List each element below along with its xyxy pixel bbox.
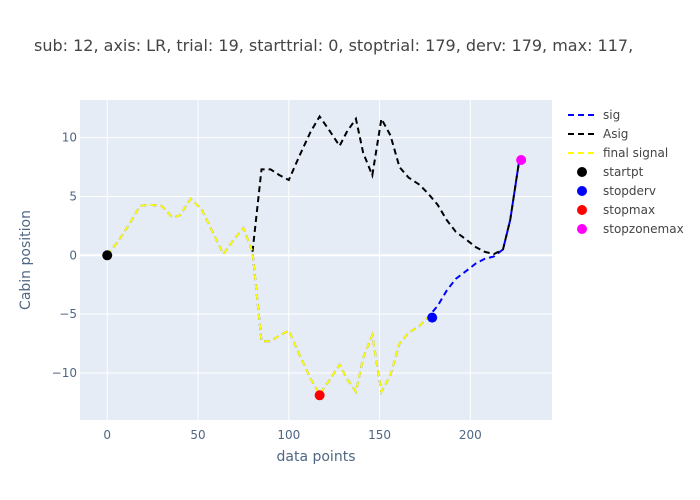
legend-label: stopmax bbox=[603, 203, 655, 217]
x-tick-label: 150 bbox=[368, 428, 391, 442]
x-tick-label: 100 bbox=[277, 428, 300, 442]
x-axis-title: data points bbox=[277, 449, 356, 465]
legend-swatch-stopzonemax bbox=[577, 224, 587, 234]
x-tick-label: 50 bbox=[190, 428, 205, 442]
legend-label: stopzonemax bbox=[603, 222, 684, 236]
series-lines bbox=[106, 114, 521, 396]
x-tick-label: 0 bbox=[103, 428, 111, 442]
grid bbox=[80, 100, 552, 420]
legend-label: stopderv bbox=[603, 184, 656, 198]
x-tick-labels: 0 50 100 150 200 bbox=[103, 428, 481, 442]
y-tick-label: 0 bbox=[69, 248, 77, 262]
legend: sig Asig final signal startpt stopderv stopma… bbox=[568, 108, 684, 236]
y-tick-label: −10 bbox=[52, 366, 77, 380]
marker-stopmax bbox=[314, 390, 325, 401]
plot-area bbox=[80, 100, 552, 420]
legend-label: sig bbox=[603, 108, 620, 122]
legend-swatch-stopderv bbox=[577, 186, 587, 196]
y-tick-labels: −10 −5 0 5 10 bbox=[52, 131, 77, 380]
legend-swatch-startpt bbox=[577, 167, 587, 177]
x-tick-label: 200 bbox=[459, 428, 482, 442]
legend-label: final signal bbox=[603, 146, 668, 160]
legend-swatch-stopmax bbox=[577, 205, 587, 215]
legend-label: startpt bbox=[603, 165, 644, 179]
y-tick-label: 10 bbox=[62, 131, 77, 145]
marker-stopderv bbox=[427, 312, 438, 323]
marker-startpt bbox=[102, 250, 113, 261]
marker-stopzonemax bbox=[516, 155, 527, 165]
y-tick-label: −5 bbox=[59, 307, 77, 321]
legend-label: Asig bbox=[603, 127, 628, 141]
point-markers bbox=[102, 155, 527, 401]
series-line-final-signal bbox=[106, 197, 430, 396]
y-tick-label: 5 bbox=[69, 189, 77, 203]
series-line-Asig bbox=[251, 114, 521, 256]
chart-title: sub: 12, axis: LR, trial: 19, starttrial… bbox=[34, 36, 633, 55]
y-axis-title: Cabin position bbox=[18, 210, 34, 310]
